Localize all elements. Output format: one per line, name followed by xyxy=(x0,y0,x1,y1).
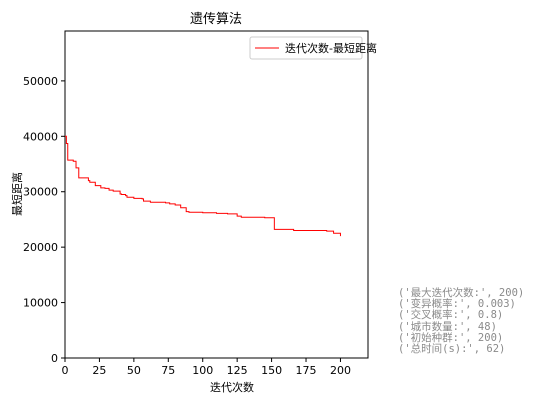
x-tick-label: 150 xyxy=(261,364,282,377)
x-tick-label: 25 xyxy=(92,364,106,377)
info-line: ('最大迭代次数:', 200) xyxy=(398,286,524,299)
info-line: ('城市数量:', 48) xyxy=(398,320,497,333)
run-info-text: ('最大迭代次数:', 200) ('变异概率:', 0.003) ('交叉概率… xyxy=(398,286,524,355)
chart-title: 遗传算法 xyxy=(190,12,242,27)
x-axis: 0 25 50 75 100 125 150 175 200 xyxy=(62,358,351,377)
y-tick-label: 50000 xyxy=(23,75,58,88)
legend-box xyxy=(249,36,363,60)
series-line xyxy=(65,135,341,237)
info-line: ('交叉概率:', 0.8) xyxy=(398,308,503,321)
x-tick-label: 125 xyxy=(227,364,248,377)
y-tick-label: 10000 xyxy=(23,297,58,310)
x-tick-label: 0 xyxy=(62,364,69,377)
x-axis-label: 迭代次数 xyxy=(210,380,254,394)
legend: 迭代次数-最短距离 xyxy=(249,36,377,60)
y-tick-label: 40000 xyxy=(23,130,58,143)
y-axis-label: 最短距离 xyxy=(10,172,24,216)
info-line: ('初始种群:', 200) xyxy=(398,331,503,344)
x-tick-label: 75 xyxy=(161,364,175,377)
x-tick-label: 200 xyxy=(330,364,351,377)
info-line: ('变异概率:', 0.003) xyxy=(398,297,516,310)
y-tick-label: 0 xyxy=(51,352,58,365)
y-tick-label: 30000 xyxy=(23,186,58,199)
x-tick-label: 175 xyxy=(296,364,317,377)
y-tick-label: 20000 xyxy=(23,241,58,254)
plot-area xyxy=(64,30,369,359)
y-axis: 0 10000 20000 30000 40000 50000 xyxy=(23,75,65,365)
x-tick-label: 50 xyxy=(127,364,141,377)
info-line: ('总时间(s):', 62) xyxy=(398,342,505,355)
x-tick-label: 100 xyxy=(192,364,213,377)
legend-label: 迭代次数-最短距离 xyxy=(285,41,377,55)
